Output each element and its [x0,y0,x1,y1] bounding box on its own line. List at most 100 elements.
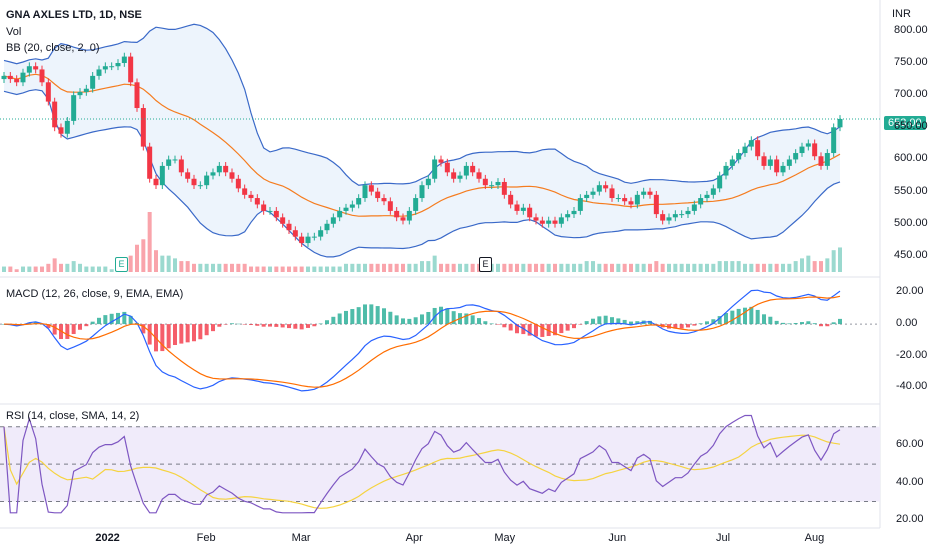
candle [318,230,324,237]
macd-histogram-bar [122,311,127,325]
candle [229,172,235,179]
signal-line [3,295,841,388]
candle [685,210,691,215]
volume-bar [515,263,519,272]
volume-bar [724,261,728,272]
volume-bar [616,263,621,272]
candle [565,214,571,218]
candle [280,217,286,224]
candle [596,185,602,192]
volume-bar [749,263,754,272]
macd-histogram-bar [800,322,804,325]
macd-histogram-bar [160,324,165,352]
bb-legend[interactable]: BB (20, close, 2, 0) [6,42,100,54]
candle [432,159,438,179]
candle [140,108,146,147]
macd-histogram-bar [584,321,589,325]
macd-histogram-bar [686,324,690,328]
volume-bar [356,263,361,272]
macd-histogram-bar [52,324,57,335]
candle [767,159,773,166]
macd-histogram-bar [793,323,798,325]
candle [349,204,355,208]
volume-bar [211,263,215,272]
candle [438,159,444,163]
symbol-title[interactable]: GNA AXLES LTD, 1D, NSE [6,9,142,21]
volume-bar [762,263,766,272]
price-axis-tick: 450.00 [894,248,928,261]
macd-histogram-bar [654,324,659,325]
volume-bar [572,263,576,272]
volume-bar [743,263,747,272]
candle [704,194,710,199]
volume-bar [382,263,386,272]
macd-histogram-bar [318,323,323,325]
candle [793,153,799,160]
volume-legend[interactable]: Vol [6,26,22,38]
macd-histogram-bar [249,324,253,326]
price-axis-tick: 750.00 [894,56,928,68]
candle [197,185,203,187]
volume-bar [591,261,595,272]
macd-histogram-bar [103,315,108,325]
candle [7,75,13,80]
candle [812,143,818,157]
volume-bar [135,244,139,272]
rsi-legend[interactable]: RSI (14, close, SMA, 14, 2) [6,410,140,422]
earnings-badge-1[interactable]: E [115,257,128,272]
candle [641,191,647,195]
volume-bar [33,266,38,272]
volume-bar [109,269,114,272]
candle [400,217,406,221]
macd-histogram-bar [350,309,355,325]
candle [413,198,419,211]
candle [387,201,393,211]
rsi-line [3,414,841,514]
volume-bar [179,261,184,272]
volume-bar [458,263,462,272]
candle [248,194,254,199]
macd-histogram-bar [90,321,95,325]
volume-bar [527,263,532,272]
candle [451,172,457,179]
candle [539,220,545,224]
macd-histogram-bar [489,323,494,325]
volume-bar [65,263,70,272]
volume-bar [439,263,443,272]
volume-bar [204,263,209,272]
volume-bar [166,255,171,272]
time-axis-tick: Aug [804,532,825,544]
macd-histogram-bar [578,324,583,325]
volume-bar [394,263,399,272]
candle [166,159,172,166]
macd-legend[interactable]: MACD (12, 26, close, 9, EMA, EMA) [6,288,184,300]
volume-bar [255,266,260,272]
candle [39,69,45,83]
macd-histogram-bar [426,311,431,325]
volume-bar [819,261,823,272]
volume-bar [705,263,709,272]
earnings-badge-2[interactable]: E [479,257,492,272]
volume-bar [641,263,646,272]
macd-histogram-bar [363,304,367,325]
macd-histogram-bar [141,324,146,334]
volume-bar [21,266,25,272]
volume-bar [274,266,279,272]
macd-histogram-bar [445,308,450,325]
macd-histogram-bar [603,315,608,325]
price-axis-tick: 700.00 [894,88,928,101]
candle [26,66,32,73]
candle [362,185,368,199]
bb-upper-line [3,23,841,186]
candle [254,198,260,205]
volume-bar [508,263,513,272]
macd-histogram-bar [242,324,247,325]
candle [755,140,761,157]
candle [77,91,83,96]
macd-histogram-bar [78,324,82,330]
volume-bar [540,263,545,272]
volume-bar [59,263,63,272]
candle [45,82,51,102]
volume-bar [736,261,741,272]
